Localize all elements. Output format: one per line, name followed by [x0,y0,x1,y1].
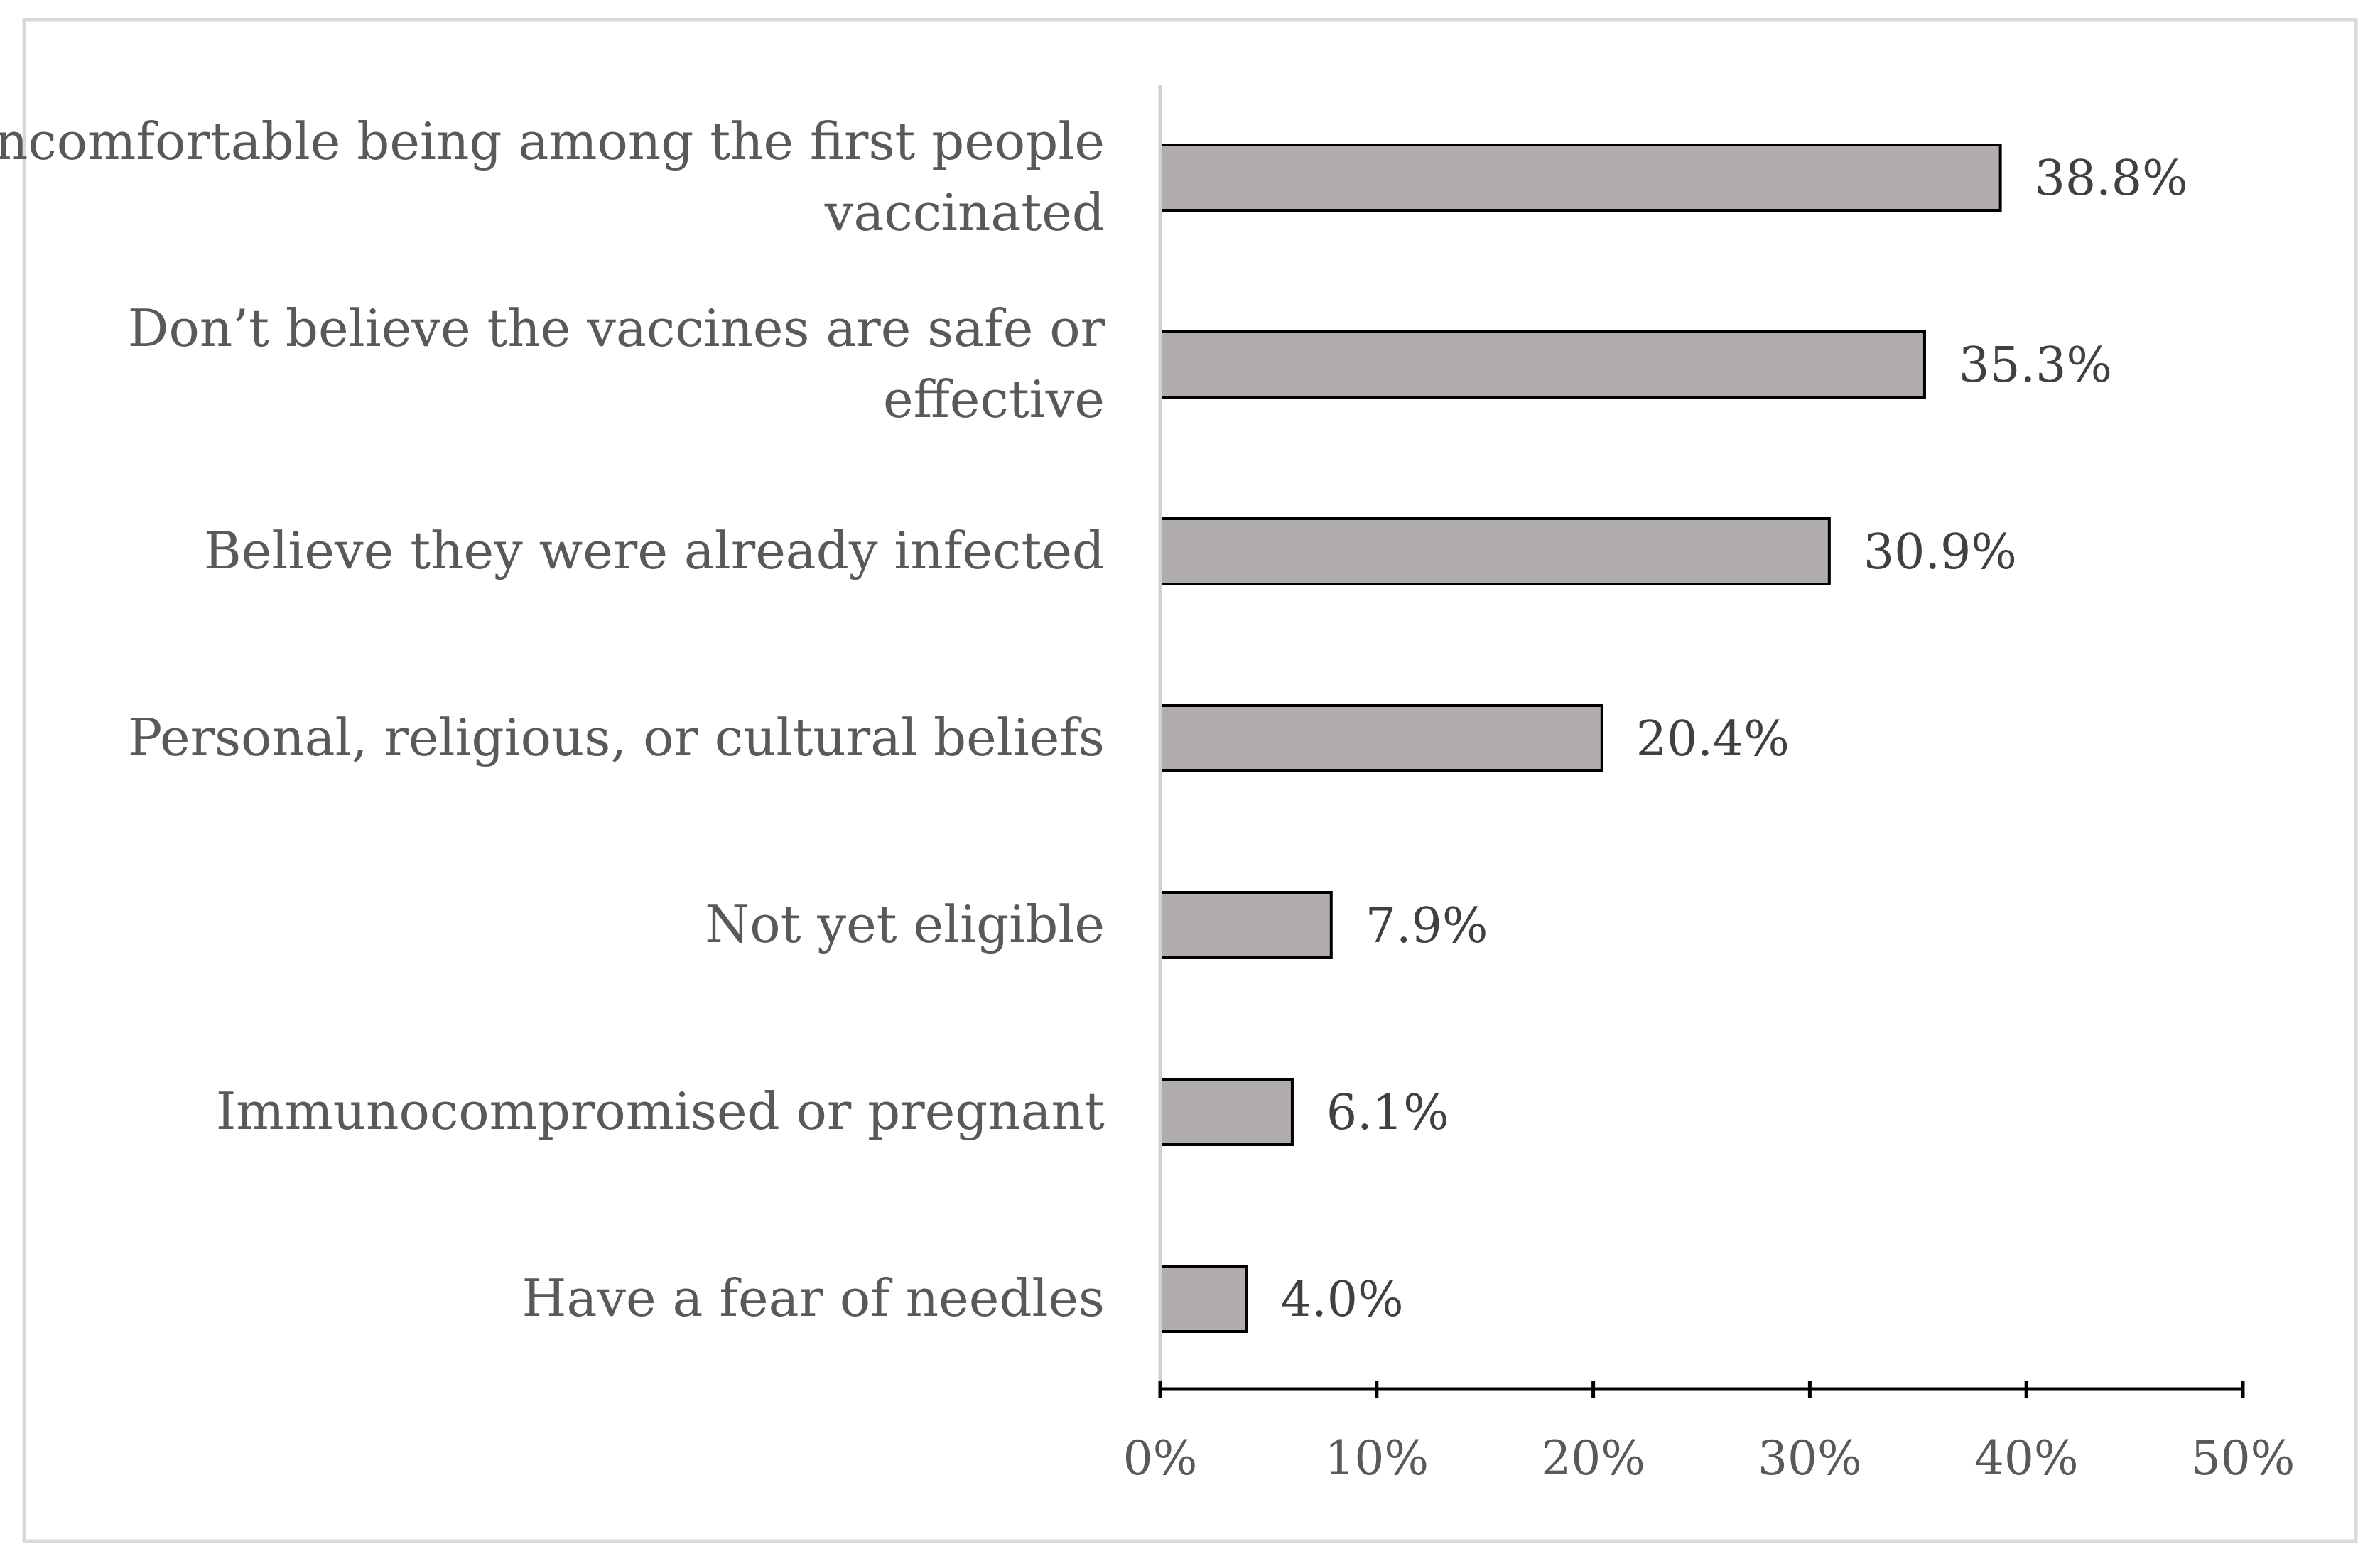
x-tick-label: 40% [1974,1431,2079,1486]
category-label: Personal, religious, or cultural beliefs [128,708,1105,767]
bars-layer [1159,144,2002,1333]
data-label: 6.1% [1326,1085,1449,1141]
axis-layer [1158,85,2245,1398]
bar [1159,891,1333,959]
data-label: 35.3% [1959,337,2112,394]
x-tick-label: 50% [2191,1431,2295,1486]
category-label: Not yet eligible [705,895,1105,954]
category-label: Have a fear of needles [522,1268,1105,1328]
data-label: 4.0% [1281,1272,1404,1328]
x-tick-label: 10% [1324,1431,1429,1486]
category-label-line: Uncomfortable being among the first peop… [0,112,1105,171]
bar [1159,1265,1248,1333]
category-label: Don’t believe the vaccines are safe or ef… [128,298,1105,429]
bar [1159,1078,1294,1146]
category-label-line: Personal, religious, or cultural beliefs [128,708,1105,767]
x-tick-label: 30% [1758,1431,1862,1486]
category-label: Believe they were already infected [204,521,1105,580]
data-label: 7.9% [1365,898,1488,954]
category-label-line: Immunocompromised or pregnant [216,1081,1105,1141]
category-label: Immunocompromised or pregnant [216,1081,1105,1141]
category-label-line: effective [883,369,1105,429]
category-label-line: Don’t believe the vaccines are safe or [128,298,1105,358]
data-label: 30.9% [1864,524,2017,580]
bar [1159,144,2002,212]
bar [1159,330,1926,399]
category-label-line: Believe they were already infected [204,521,1105,580]
bar [1159,517,1831,585]
labels-layer: 0% 10% 20% 30% 40% 50% 38.8% Uncomfortable bein… [0,112,2295,1486]
data-label: 20.4% [1636,711,1790,767]
category-label: Uncomfortable being among the first peop… [0,112,1105,242]
category-label-line: vaccinated [824,183,1105,242]
x-tick-label: 20% [1541,1431,1645,1486]
data-label: 38.8% [2035,151,2188,207]
category-label-line: Not yet eligible [705,895,1105,954]
x-tick-label: 0% [1123,1431,1198,1486]
bar [1159,704,1603,772]
category-label-line: Have a fear of needles [522,1268,1105,1328]
